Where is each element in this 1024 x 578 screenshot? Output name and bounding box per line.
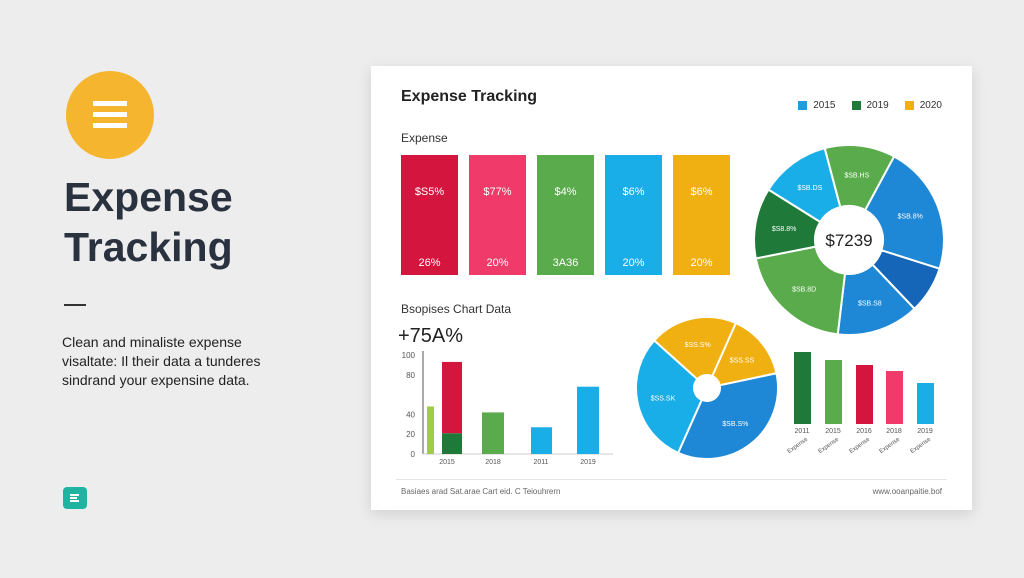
donut-small-slice-label: $SS.SK xyxy=(651,395,676,402)
rotated-label: Expense xyxy=(787,436,810,455)
donut-small-slice xyxy=(710,321,778,387)
x-tick-label: 2015 xyxy=(439,459,455,466)
donut-large-slice-label: $SB.8% xyxy=(898,213,923,220)
x-tick-label: 2018 xyxy=(886,428,902,435)
description-line: visaltate: Il their data a tunderes xyxy=(62,353,261,369)
legend-swatch xyxy=(851,101,861,110)
legend-label: 2015 xyxy=(813,100,836,111)
bar-value-label: $77% xyxy=(483,186,512,198)
description-line: Clean and minaliste expense xyxy=(62,334,242,350)
donut-small-slice xyxy=(676,372,779,460)
donut-large-slice-label: $SB.8D xyxy=(792,286,816,293)
rotated-label: Expense xyxy=(849,436,872,455)
y-tick-label: 20 xyxy=(406,430,415,439)
x-tick-label: 2011 xyxy=(533,459,548,466)
page-title: Expense Tracking xyxy=(64,172,354,272)
donut-small-slice-label: $SB.S% xyxy=(722,421,748,428)
x-tick-label: 2011 xyxy=(794,428,809,435)
donut-small-slice-label: $SS.SS xyxy=(730,358,755,365)
donut-small-slice xyxy=(652,316,738,381)
logo-circle xyxy=(66,71,154,159)
legend-item: 2020 xyxy=(904,100,942,111)
legend-label: 2019 xyxy=(866,100,889,111)
bar-segment xyxy=(442,361,462,434)
bar xyxy=(886,371,903,424)
legend-item: 2019 xyxy=(851,100,889,111)
bar-value-label: $4% xyxy=(554,186,577,198)
y-tick-label: 40 xyxy=(406,410,415,419)
x-tick-label: 2016 xyxy=(856,428,872,435)
dashboard-card: Expense Tracking 2015 2019 2020 Expense … xyxy=(371,66,972,510)
bar-value-label: $6% xyxy=(690,186,713,198)
bar: $6% 20% xyxy=(605,155,662,275)
donut-large-slice xyxy=(863,155,945,270)
expense-bar-chart: $S5% 26% $77% 20% $4% 3A36 $6% 20% $6% 20% xyxy=(401,155,741,275)
donut-large-slice-label: $SB.S8 xyxy=(858,301,882,308)
description: Clean and minaliste expense visaltate: I… xyxy=(62,333,292,390)
legend: 2015 2019 2020 xyxy=(798,100,942,111)
section-label-chart-data: Bsopises Chart Data xyxy=(401,302,512,316)
legend-swatch xyxy=(904,101,914,110)
bar-segment xyxy=(531,427,552,454)
donut-small-slice-label: $SS.S% xyxy=(685,342,711,349)
description-line: sindrand your expensine data. xyxy=(62,372,250,388)
donut-large-slice-label: $S8.8% xyxy=(772,226,797,233)
donut-large-slice xyxy=(753,188,822,260)
bar xyxy=(917,383,934,424)
x-tick-label: 2018 xyxy=(485,459,501,466)
footer-text: Basiaes arad Sat.arae Cart eid. C Teiouh… xyxy=(401,487,561,496)
app-glyph-icon xyxy=(70,494,79,502)
legend-swatch xyxy=(798,101,808,110)
card-title: Expense Tracking xyxy=(401,88,538,105)
bar-segment xyxy=(427,406,434,454)
divider xyxy=(64,304,86,306)
legend-item: 2015 xyxy=(798,100,836,111)
page-title-line: Tracking xyxy=(64,224,233,270)
bar-segment xyxy=(442,433,462,454)
donut-large-slice-label: $SB.HS xyxy=(844,172,869,179)
rotated-label: Expense xyxy=(818,436,841,455)
y-tick-label: 80 xyxy=(406,371,415,380)
bar-percent-label: 20% xyxy=(690,257,713,269)
bar: $4% 3A36 xyxy=(537,155,594,275)
bar xyxy=(825,360,842,424)
charts-canvas: $SB.DS $SB.HS $SB.8% $SB.S8 $SB.8D $S8.8% $723… xyxy=(402,144,945,466)
x-tick-label: 2019 xyxy=(580,459,596,466)
bar-segment xyxy=(482,412,504,454)
footer-divider xyxy=(396,479,947,480)
bar: $S5% 26% xyxy=(401,155,458,275)
legend-label: 2020 xyxy=(919,100,942,111)
rotated-label: Expense xyxy=(910,436,933,455)
bar: $77% 20% xyxy=(469,155,526,275)
donut-center-value: $7239 xyxy=(825,231,872,250)
donut-small-slice xyxy=(635,339,704,455)
bar-percent-label: 20% xyxy=(622,257,645,269)
donut-large-slice-label: $SB.DS xyxy=(797,185,822,192)
bar-value-label: $6% xyxy=(622,186,645,198)
y-tick-label: 100 xyxy=(402,351,416,360)
bar-percent-label: 20% xyxy=(486,257,509,269)
y-tick-label: 0 xyxy=(411,450,416,459)
kpi-value: +75A% xyxy=(398,325,464,347)
bar xyxy=(856,365,873,424)
bar-value-label: $S5% xyxy=(414,186,445,198)
x-tick-label: 2019 xyxy=(917,428,933,435)
rotated-label: Expense xyxy=(879,436,902,455)
footer-url[interactable]: www.ooanpaitie.bof xyxy=(872,487,942,496)
bar-percent-label: 26% xyxy=(418,257,441,269)
app-logo-icon[interactable] xyxy=(63,487,87,509)
section-label-expense: Expense xyxy=(401,131,448,145)
bar-segment xyxy=(577,386,599,454)
bar: $6% 20% xyxy=(673,155,730,275)
x-tick-label: 2015 xyxy=(825,428,841,435)
donut-large-slice xyxy=(754,245,847,336)
bar-percent-label: 3A36 xyxy=(552,257,579,269)
page-title-line: Expense xyxy=(64,174,233,220)
menu-icon xyxy=(93,101,127,128)
bar xyxy=(794,352,811,424)
